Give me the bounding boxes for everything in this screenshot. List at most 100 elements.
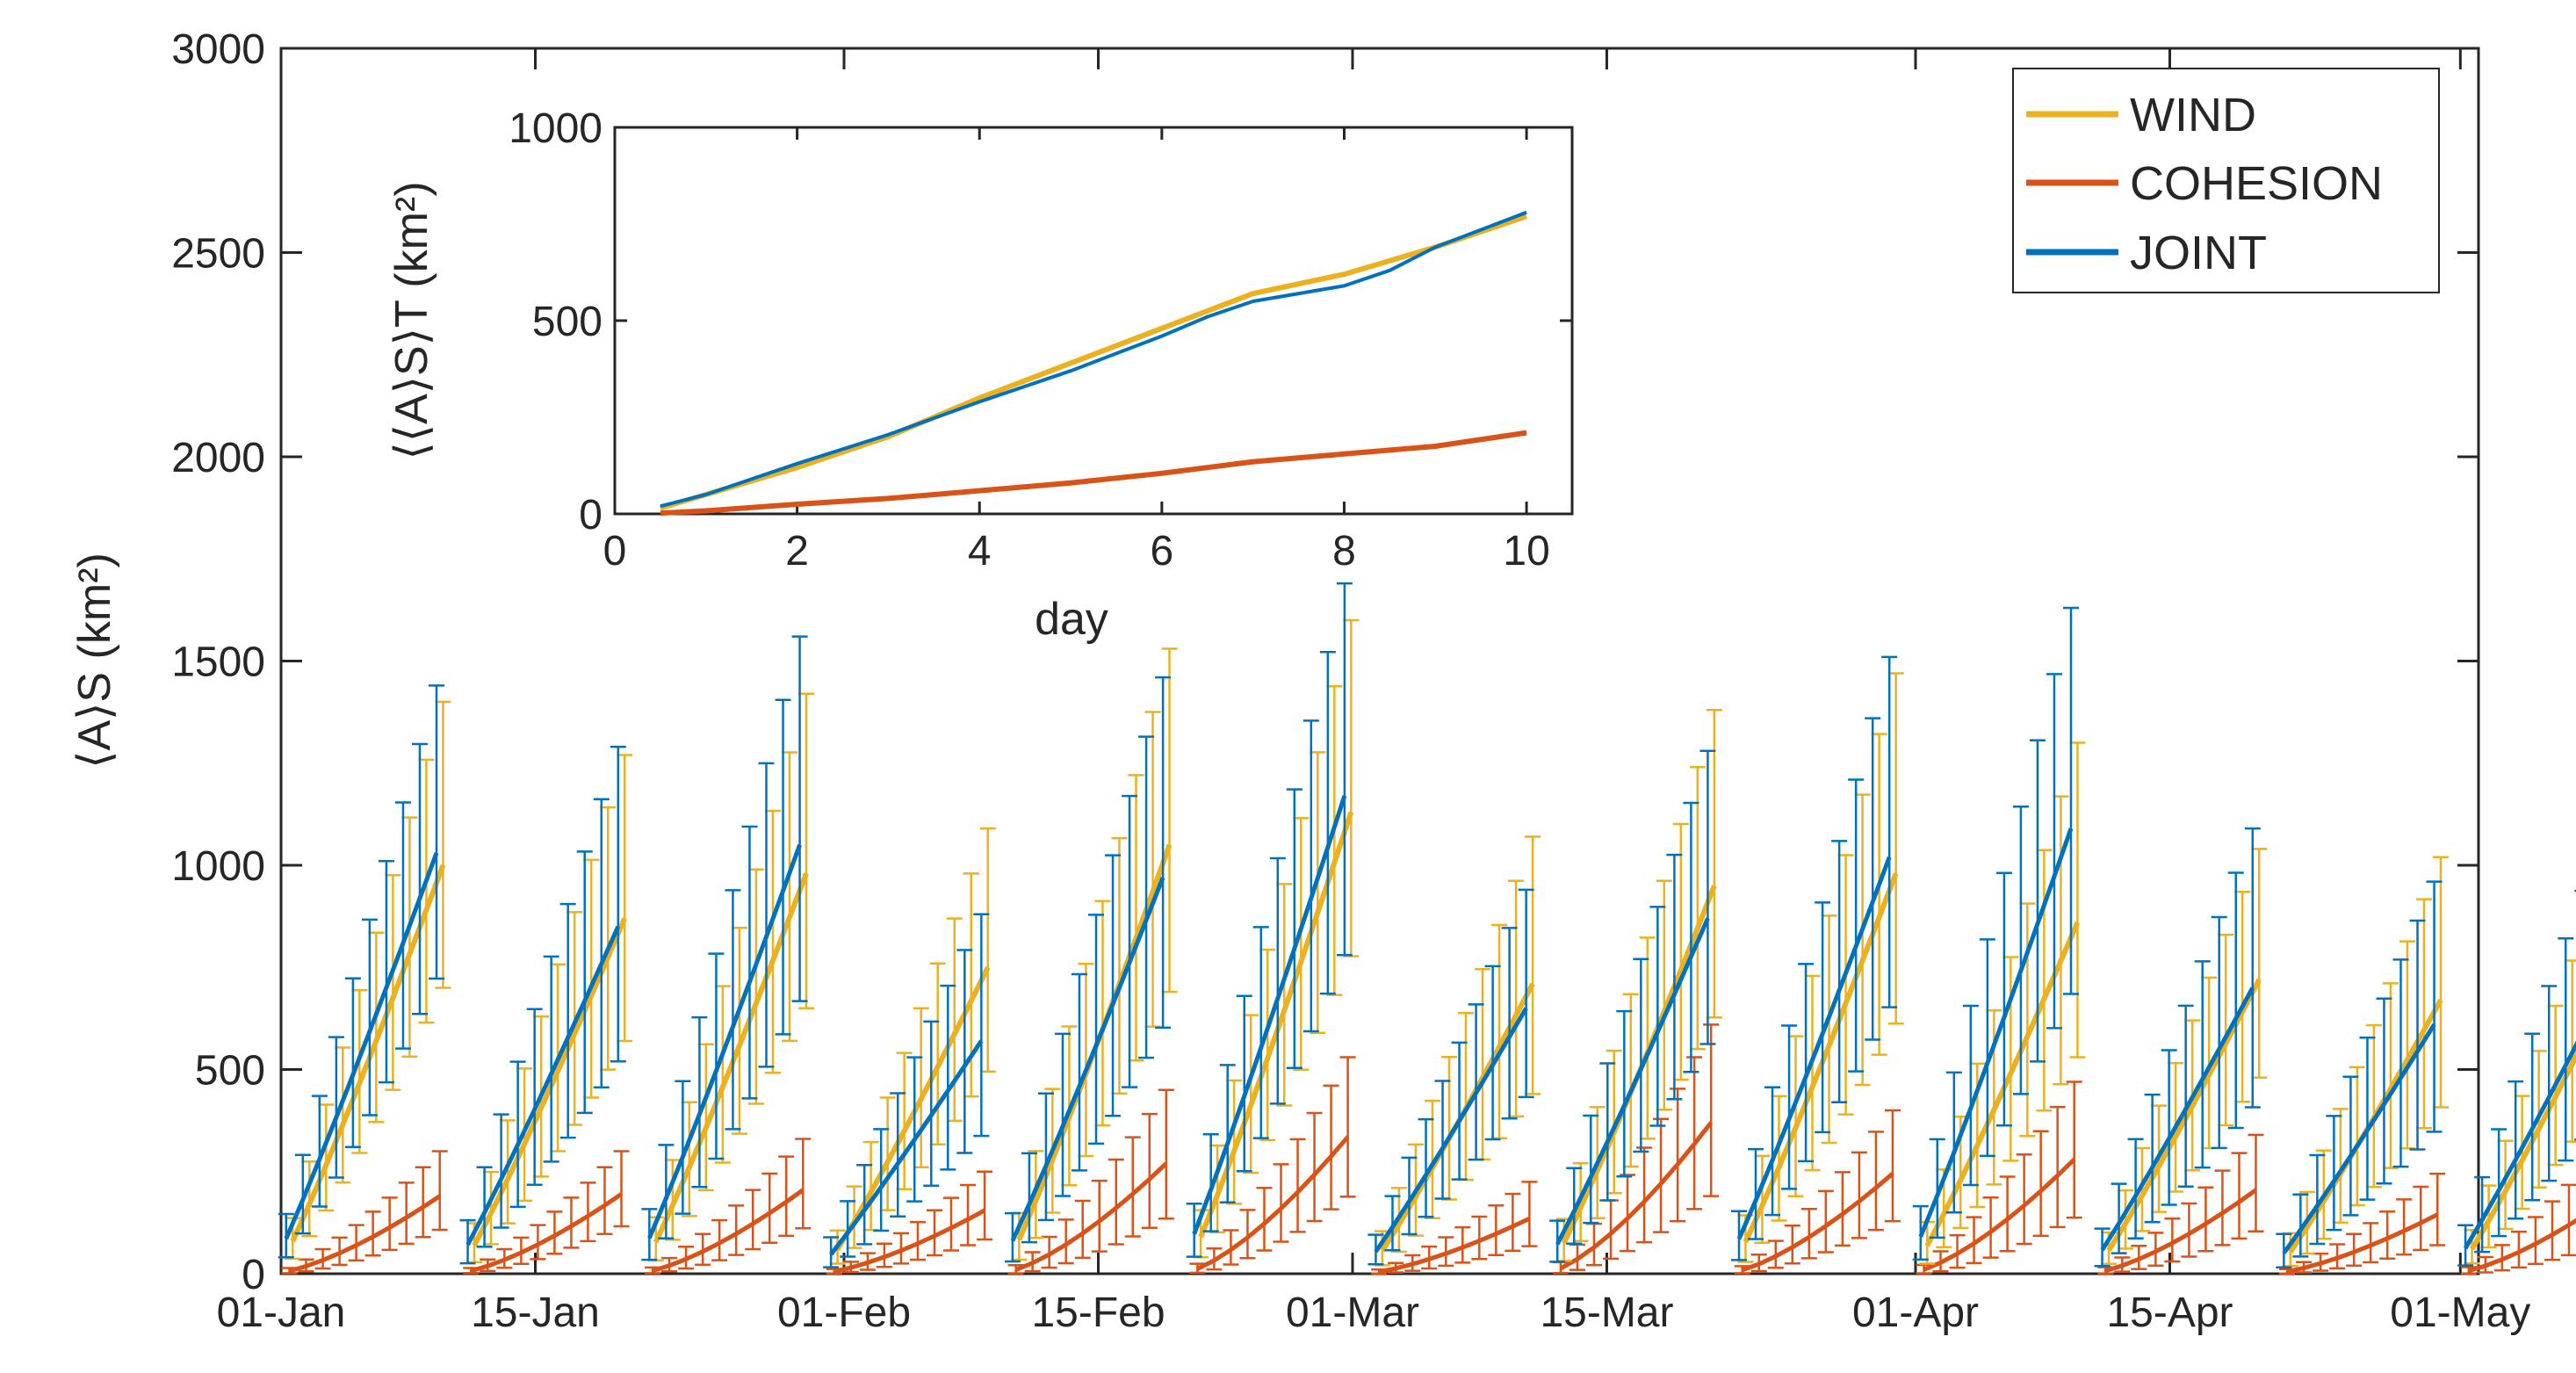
inset-x-tick-label: 0 (603, 528, 627, 574)
episode-8-wind (1737, 672, 1904, 1263)
episode-12-joint (2457, 889, 2576, 1267)
series-line-joint (465, 925, 621, 1247)
series-line-cohesion (1923, 1158, 2076, 1272)
episode-4-cohesion (1007, 1088, 1174, 1275)
episode-5-cohesion (1189, 1056, 1356, 1275)
series-line-wind (2469, 1051, 2576, 1251)
episode-0-cohesion (281, 1150, 448, 1275)
series-line-wind (472, 917, 627, 1247)
main-y-tick-label: 2000 (171, 435, 265, 481)
series-line-joint (2100, 986, 2255, 1252)
main-y-axis-label: ⟨A⟩S (km²) (69, 553, 120, 769)
episode-2-joint (641, 635, 808, 1261)
main-x-tick-label: 01-Feb (777, 1290, 911, 1336)
episode-8-cohesion (1734, 1109, 1901, 1275)
inset-line-joint (660, 210, 1527, 509)
series-line-joint (1918, 827, 2074, 1238)
main-x-tick-label: 01-Apr (1852, 1290, 1979, 1336)
series-line-joint (1736, 856, 1892, 1240)
episode-7-joint (1549, 749, 1716, 1263)
inset-x-axis-label: day (1035, 594, 1108, 645)
main-series-layer (278, 582, 2576, 1275)
episode-10-cohesion (2097, 1133, 2264, 1275)
series-line-wind (653, 872, 809, 1244)
main-y-tick-label: 0 (242, 1252, 265, 1298)
episode-10-joint (2094, 827, 2261, 1268)
inset-y-tick-label: 500 (532, 299, 603, 345)
series-line-cohesion (833, 1208, 986, 1274)
series-line-joint (1010, 877, 1165, 1242)
inset-ticks: 0 2 4 6 8 10 0 500 1000 (509, 105, 1572, 574)
episode-5-joint (1186, 582, 1353, 1258)
series-line-wind (834, 965, 991, 1251)
episode-11-cohesion (2279, 1172, 2446, 1275)
episode-6-joint (1367, 888, 1534, 1266)
main-x-tick-label: 15-Mar (1540, 1290, 1673, 1336)
series-line-wind (290, 864, 446, 1243)
series-line-cohesion (1196, 1135, 1350, 1271)
episode-3-cohesion (826, 1170, 993, 1275)
inset-y-tick-label: 0 (579, 492, 603, 538)
episode-12-wind (2464, 959, 2576, 1265)
inset-y-tick-label: 1000 (509, 105, 603, 152)
main-x-tick-label: 01-Mar (1286, 1290, 1419, 1336)
series-line-wind (1198, 811, 1354, 1239)
series-line-joint (1192, 795, 1347, 1235)
legend-label-wind: WIND (2130, 89, 2256, 141)
inset-x-tick-label: 10 (1503, 528, 1549, 574)
main-x-tick-label: 01-Jan (217, 1290, 346, 1336)
series-line-cohesion (2286, 1212, 2439, 1275)
episode-9-cohesion (1916, 1080, 2082, 1275)
legend-label-joint: JOINT (2130, 227, 2267, 279)
main-x-tick-label: 15-Feb (1031, 1290, 1165, 1336)
main-y-tick-label: 1500 (171, 640, 265, 686)
main-y-tick-label: 500 (195, 1048, 265, 1095)
episode-5-wind (1193, 618, 1360, 1259)
series-line-cohesion (1741, 1172, 1894, 1273)
episode-1-cohesion (463, 1150, 630, 1275)
inset-x-tick-label: 8 (1332, 528, 1356, 574)
legend-label-cohesion: COHESION (2130, 157, 2383, 210)
series-line-wind (1924, 921, 2081, 1247)
episode-1-joint (459, 745, 626, 1265)
series-line-joint (2282, 1023, 2436, 1254)
main-x-tick-label: 15-Apr (2106, 1290, 2233, 1336)
inset-series-layer (660, 210, 1528, 517)
inset-line-wind (660, 213, 1528, 511)
episode-0-wind (285, 700, 451, 1261)
series-line-cohesion (1378, 1216, 1531, 1275)
series-line-joint (829, 1039, 984, 1256)
series-line-cohesion (652, 1188, 805, 1274)
series-line-joint (284, 852, 439, 1240)
main-y-tick-label: 1000 (171, 843, 265, 890)
main-y-tick-label: 3000 (171, 26, 265, 73)
inset-line-cohesion (660, 430, 1527, 517)
legend: WIND COHESION JOINT (2012, 68, 2440, 293)
series-line-wind (1743, 872, 1899, 1244)
episode-0-joint (278, 684, 445, 1259)
series-line-cohesion (2104, 1188, 2257, 1274)
series-line-cohesion (470, 1192, 623, 1274)
series-line-joint (647, 843, 802, 1239)
main-y-tick-label: 2500 (171, 231, 265, 278)
main-x-tick-label: 15-Jan (471, 1290, 600, 1336)
series-line-wind (2106, 978, 2262, 1252)
main-x-tick-label: 01-May (2390, 1290, 2530, 1336)
series-line-joint (2463, 1040, 2576, 1250)
episode-6-cohesion (1371, 1181, 1538, 1275)
episode-11-joint (2276, 880, 2443, 1268)
inset-x-tick-label: 6 (1151, 528, 1174, 574)
series-line-joint (1374, 1007, 1528, 1254)
series-line-cohesion (1559, 1121, 1714, 1271)
episode-9-joint (1912, 606, 2079, 1261)
episode-2-cohesion (645, 1138, 812, 1275)
inset-axes-frame (613, 126, 1574, 516)
series-line-cohesion (1014, 1161, 1168, 1272)
episode-8-joint (1731, 655, 1898, 1261)
inset-y-axis-label: ⟨⟨A⟩S⟩T (km²) (386, 181, 437, 459)
series-line-cohesion (288, 1194, 442, 1274)
episode-4-joint (1004, 676, 1172, 1263)
episode-1-wind (466, 754, 633, 1264)
